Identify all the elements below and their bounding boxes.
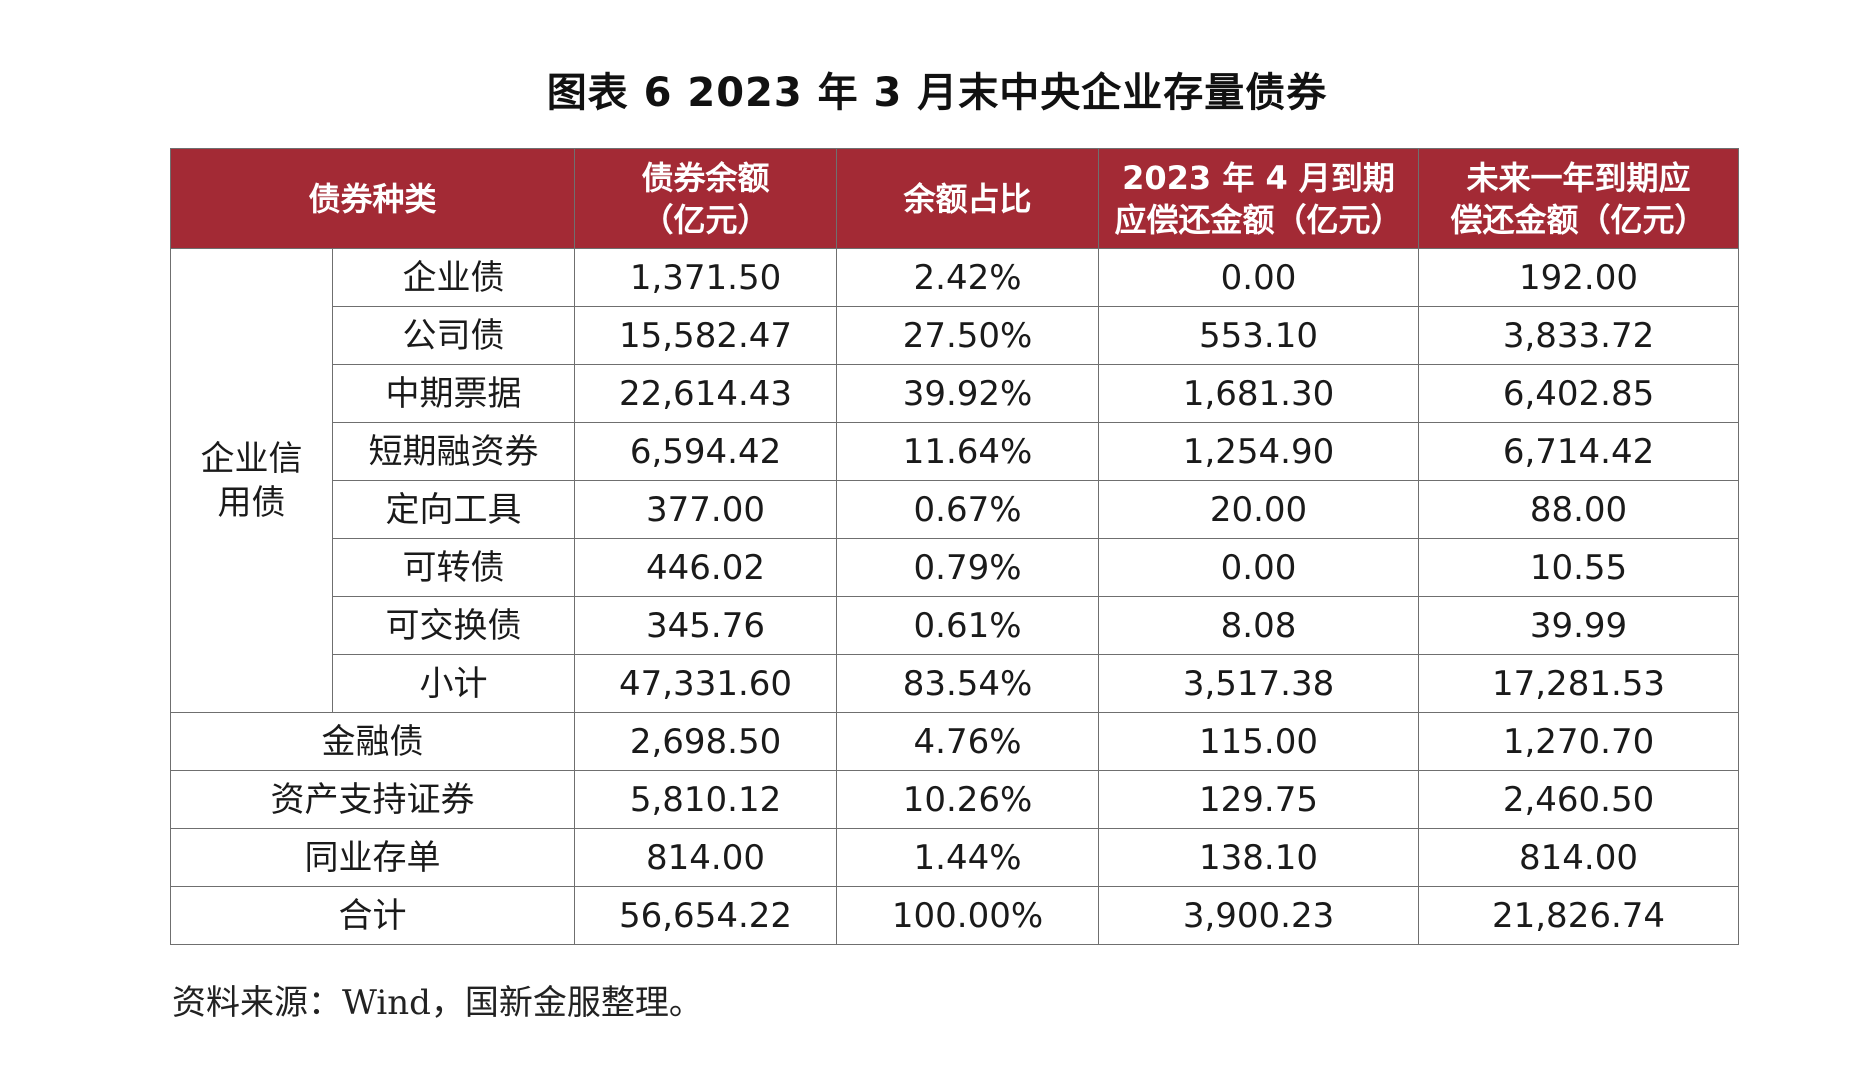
value-cell: 21,826.74 bbox=[1418, 886, 1740, 945]
value-cell: 3,900.23 bbox=[1098, 886, 1420, 945]
value-cell: 814.00 bbox=[1418, 828, 1740, 887]
value-cell: 3,833.72 bbox=[1418, 306, 1740, 365]
value-cell: 6,594.42 bbox=[574, 422, 838, 481]
table-row: 企业信 用债 企业债 1,371.50 2.42% 0.00 192.00 bbox=[170, 248, 1740, 713]
value-cell: 0.00 bbox=[1098, 248, 1420, 307]
value-cell: 83.54% bbox=[836, 654, 1100, 713]
table-body: 企业信 用债 企业债 1,371.50 2.42% 0.00 192.00 公司债 15,582… bbox=[169, 248, 1740, 945]
bond-type-cell: 金融债 bbox=[169, 712, 576, 771]
value-cell: 39.92% bbox=[836, 364, 1100, 423]
table-row: 可转债 446.02 0.79% 0.00 10.55 bbox=[171, 538, 1740, 597]
value-cell: 1,270.70 bbox=[1418, 712, 1740, 771]
value-cell: 0.61% bbox=[836, 596, 1100, 655]
source-note: 资料来源：Wind，国新金服整理。 bbox=[172, 983, 703, 1023]
value-cell: 0.67% bbox=[836, 480, 1100, 539]
value-cell: 1,371.50 bbox=[574, 248, 838, 307]
bond-type-cell: 可交换债 bbox=[331, 596, 576, 655]
header-share: 余额占比 bbox=[836, 148, 1100, 249]
value-cell: 11.64% bbox=[836, 422, 1100, 481]
value-cell: 192.00 bbox=[1418, 248, 1740, 307]
table-row: 定向工具 377.00 0.67% 20.00 88.00 bbox=[171, 480, 1740, 539]
value-cell: 4.76% bbox=[836, 712, 1100, 771]
value-cell: 8.08 bbox=[1098, 596, 1420, 655]
value-cell: 129.75 bbox=[1098, 770, 1420, 829]
table-header-row: 债券种类 债券余额 （亿元） 余额占比 2023 年 4 月到期 应偿还金额（亿元）… bbox=[169, 148, 1740, 249]
value-cell: 5,810.12 bbox=[574, 770, 838, 829]
header-april-due: 2023 年 4 月到期 应偿还金额（亿元） bbox=[1098, 148, 1420, 249]
bond-type-cell: 合计 bbox=[169, 886, 576, 945]
table-row: 可交换债 345.76 0.61% 8.08 39.99 bbox=[171, 596, 1740, 655]
group-label-credit-bonds: 企业信 用债 bbox=[170, 248, 333, 713]
value-cell: 1,254.90 bbox=[1098, 422, 1420, 481]
bond-type-cell: 资产支持证券 bbox=[169, 770, 576, 829]
table-row: 金融债 2,698.50 4.76% 115.00 1,270.70 bbox=[169, 712, 1740, 771]
value-cell: 10.55 bbox=[1418, 538, 1740, 597]
table-row: 中期票据 22,614.43 39.92% 1,681.30 6,402.85 bbox=[171, 364, 1740, 423]
value-cell: 20.00 bbox=[1098, 480, 1420, 539]
table-row: 合计 56,654.22 100.00% 3,900.23 21,826.74 bbox=[169, 886, 1740, 945]
value-cell: 3,517.38 bbox=[1098, 654, 1420, 713]
header-year-due: 未来一年到期应 偿还金额（亿元） bbox=[1418, 148, 1740, 249]
value-cell: 814.00 bbox=[574, 828, 838, 887]
table-row: 小计 47,331.60 83.54% 3,517.38 17,281.53 bbox=[171, 654, 1740, 713]
value-cell: 446.02 bbox=[574, 538, 838, 597]
figure-title: 图表 6 2023 年 3 月末中央企业存量债券 bbox=[546, 70, 1328, 116]
table-row: 短期融资券 6,594.42 11.64% 1,254.90 6,714.42 bbox=[171, 422, 1740, 481]
value-cell: 1,681.30 bbox=[1098, 364, 1420, 423]
value-cell: 1.44% bbox=[836, 828, 1100, 887]
header-balance: 债券余额 （亿元） bbox=[574, 148, 838, 249]
bond-type-cell: 公司债 bbox=[331, 306, 576, 365]
bond-type-cell: 短期融资券 bbox=[331, 422, 576, 481]
value-cell: 39.99 bbox=[1418, 596, 1740, 655]
value-cell: 0.00 bbox=[1098, 538, 1420, 597]
bond-type-cell: 小计 bbox=[331, 654, 576, 713]
bond-type-cell: 定向工具 bbox=[331, 480, 576, 539]
value-cell: 17,281.53 bbox=[1418, 654, 1740, 713]
value-cell: 2,460.50 bbox=[1418, 770, 1740, 829]
value-cell: 2.42% bbox=[836, 248, 1100, 307]
value-cell: 6,402.85 bbox=[1418, 364, 1740, 423]
value-cell: 88.00 bbox=[1418, 480, 1740, 539]
value-cell: 47,331.60 bbox=[574, 654, 838, 713]
bond-type-cell: 可转债 bbox=[331, 538, 576, 597]
value-cell: 138.10 bbox=[1098, 828, 1420, 887]
bond-type-cell: 企业债 bbox=[331, 248, 576, 307]
header-bond-type: 债券种类 bbox=[169, 148, 576, 249]
table-row: 同业存单 814.00 1.44% 138.10 814.00 bbox=[169, 828, 1740, 887]
table-row: 资产支持证券 5,810.12 10.26% 129.75 2,460.50 bbox=[169, 770, 1740, 829]
value-cell: 0.79% bbox=[836, 538, 1100, 597]
value-cell: 10.26% bbox=[836, 770, 1100, 829]
bond-type-cell: 同业存单 bbox=[169, 828, 576, 887]
value-cell: 115.00 bbox=[1098, 712, 1420, 771]
value-cell: 377.00 bbox=[574, 480, 838, 539]
value-cell: 345.76 bbox=[574, 596, 838, 655]
value-cell: 100.00% bbox=[836, 886, 1100, 945]
value-cell: 56,654.22 bbox=[574, 886, 838, 945]
value-cell: 27.50% bbox=[836, 306, 1100, 365]
table-row: 公司债 15,582.47 27.50% 553.10 3,833.72 bbox=[171, 306, 1740, 365]
value-cell: 6,714.42 bbox=[1418, 422, 1740, 481]
bond-table: 债券种类 债券余额 （亿元） 余额占比 2023 年 4 月到期 应偿还金额（亿元）… bbox=[169, 148, 1740, 945]
value-cell: 22,614.43 bbox=[574, 364, 838, 423]
value-cell: 15,582.47 bbox=[574, 306, 838, 365]
bond-type-cell: 中期票据 bbox=[331, 364, 576, 423]
value-cell: 2,698.50 bbox=[574, 712, 838, 771]
value-cell: 553.10 bbox=[1098, 306, 1420, 365]
